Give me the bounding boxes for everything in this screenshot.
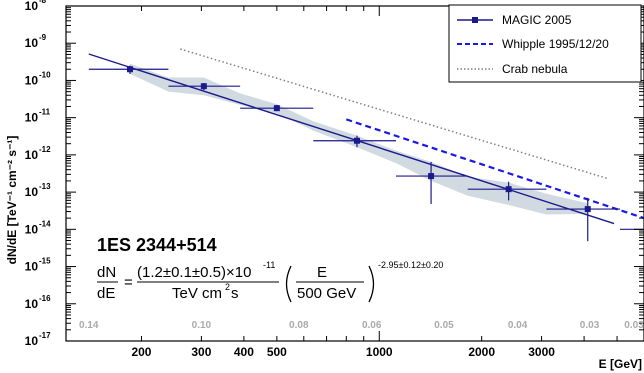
bottom-annotation: 0.05 xyxy=(434,320,454,331)
x-tick-label: 2000 xyxy=(468,345,495,359)
y-tick-exponent: -11 xyxy=(39,108,51,117)
formula-numerator: (1.2±0.1±0.5)×10 xyxy=(137,264,251,281)
legend-item-magic: MAGIC 2005 xyxy=(457,13,572,27)
y-tick-label: 10 xyxy=(25,111,39,125)
legend-item-crab: Crab nebula xyxy=(457,62,568,76)
formula-den-sup: 2 xyxy=(225,282,230,292)
bottom-annotation: 0.10 xyxy=(192,320,212,331)
y-tick-exponent: -14 xyxy=(39,219,51,228)
source-title: 1ES 2344+514 xyxy=(97,235,217,255)
bottom-annotation: 0.03 xyxy=(580,320,600,331)
upper-limit xyxy=(619,228,644,230)
data-marker xyxy=(353,137,360,144)
y-tick-exponent: -10 xyxy=(39,70,51,79)
y-tick-label: 10 xyxy=(25,73,39,87)
legend-label-magic: MAGIC 2005 xyxy=(502,13,572,27)
formula-paren-den: 500 GeV xyxy=(297,285,356,302)
formula-den-a: TeV cm xyxy=(172,285,222,302)
magic-point xyxy=(88,65,169,74)
y-tick-exponent: -16 xyxy=(39,294,51,303)
bottom-annotation: 0.06 xyxy=(362,320,382,331)
formula-num-exponent: -11 xyxy=(263,260,275,270)
legend-label-crab: Crab nebula xyxy=(502,62,568,76)
y-tick-label: 10 xyxy=(25,0,39,13)
x-tick-label: 500 xyxy=(267,345,287,359)
magic-point xyxy=(240,104,314,112)
formula-lhs-num: dN xyxy=(97,264,116,281)
x-tick-label: 1000 xyxy=(366,345,393,359)
y-tick-label: 10 xyxy=(25,222,39,236)
bottom-annotation: 0.08 xyxy=(289,320,309,331)
bottom-annotation: 0.04 xyxy=(508,320,528,331)
magic-point xyxy=(546,197,620,242)
y-tick-label: 10 xyxy=(25,148,39,162)
magic-fit-line xyxy=(88,53,615,225)
x-tick-label: 300 xyxy=(191,345,211,359)
formula-index: -2.95±0.12±0.20 xyxy=(378,260,443,270)
data-marker xyxy=(200,83,207,90)
y-axis-title: dN/dE [TeV⁻¹ cm⁻² s⁻¹] xyxy=(5,136,19,265)
y-tick-exponent: -8 xyxy=(39,0,47,5)
magic-point xyxy=(313,135,397,148)
data-marker xyxy=(428,173,435,180)
y-tick-exponent: -17 xyxy=(39,331,51,340)
y-tick-exponent: -13 xyxy=(39,182,51,191)
magic-point xyxy=(467,181,547,201)
x-axis-title: E [GeV] xyxy=(599,357,642,371)
x-tick-label: 3000 xyxy=(528,345,555,359)
y-tick-label: 10 xyxy=(25,185,39,199)
spectrum-formula: dN dE = (1.2±0.1±0.5)×10 -11 TeV cm 2 s … xyxy=(97,260,443,303)
legend-item-whipple: Whipple 1995/12/20 xyxy=(457,37,609,51)
formula-lhs-den: dE xyxy=(97,285,115,302)
magic-point xyxy=(396,161,468,204)
data-marker xyxy=(584,206,591,213)
y-tick-label: 10 xyxy=(25,260,39,274)
bottom-annotation: 0.14 xyxy=(79,320,99,331)
formula-paren-num: E xyxy=(317,264,327,281)
x-tick-label: 400 xyxy=(234,345,254,359)
y-tick-label: 10 xyxy=(25,36,39,50)
bottom-annotation: 0.03 xyxy=(624,320,644,331)
formula-den-b: s xyxy=(231,285,239,302)
y-tick-exponent: -12 xyxy=(39,145,51,154)
x-tick-label: 200 xyxy=(131,345,151,359)
data-marker xyxy=(505,186,512,193)
y-tick-exponent: -15 xyxy=(39,257,51,266)
whipple-line xyxy=(345,118,644,220)
legend-label-whipple: Whipple 1995/12/20 xyxy=(502,37,609,51)
y-tick-exponent: -9 xyxy=(39,33,47,42)
magic-point xyxy=(168,83,241,91)
formula-equals: = xyxy=(124,274,133,291)
y-tick-label: 10 xyxy=(25,297,39,311)
y-tick-label: 10 xyxy=(25,334,39,348)
legend: MAGIC 2005 Whipple 1995/12/20 Crab nebul… xyxy=(448,4,642,83)
data-marker xyxy=(126,66,133,73)
crab-nebula-line xyxy=(180,48,609,180)
data-marker xyxy=(273,105,280,112)
